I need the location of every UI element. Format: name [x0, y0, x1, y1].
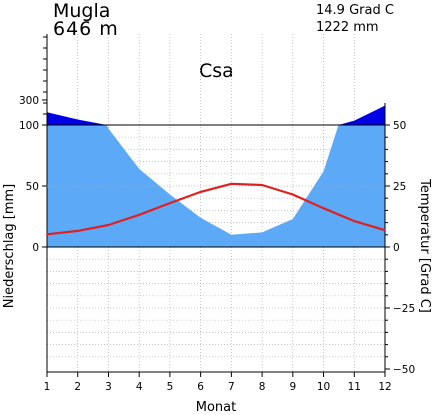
- x-axis-label: Monat: [196, 400, 236, 415]
- y-tick-label-right: 25: [393, 181, 406, 193]
- climate-classification: Csa: [199, 60, 234, 82]
- x-tick-label: 8: [259, 381, 266, 393]
- y-tick-label-left: 0: [32, 242, 39, 254]
- y-tick-label-right: −25: [393, 303, 415, 315]
- temperature-point: [230, 183, 233, 185]
- x-tick-label: 6: [197, 381, 204, 393]
- x-tick-label: 10: [317, 381, 330, 393]
- annual-precipitation: 1222 mm: [316, 20, 379, 35]
- y-tick-label-left: 100: [19, 120, 39, 132]
- y-tick-label-right: −50: [393, 364, 415, 376]
- x-tick-label: 9: [289, 381, 296, 393]
- x-tick-label: 12: [378, 381, 391, 393]
- temperature-point: [46, 233, 48, 236]
- x-tick-label: 7: [228, 381, 235, 393]
- temperature-point: [292, 193, 294, 196]
- x-tick-label: 11: [348, 381, 361, 393]
- x-tick-label: 1: [44, 381, 51, 393]
- y-tick-label-right: 0: [393, 242, 400, 254]
- y-axis-label-right: Temperatur [Grad C]: [417, 178, 432, 313]
- y-axis-label-left: Niederschlag [mm]: [2, 184, 17, 309]
- precipitation-overflow-area: [338, 105, 385, 125]
- x-tick-label: 3: [105, 381, 112, 393]
- precipitation-overflow-area: [47, 112, 107, 125]
- temperature-point: [107, 224, 110, 226]
- axis-labels: Monat Niederschlag [mm] Temperatur [Grad…: [2, 178, 432, 415]
- temperature-point: [76, 230, 79, 232]
- y-tick-label-left: 300: [19, 95, 39, 107]
- temperature-line-layer: [46, 182, 386, 236]
- station-name: Mugla: [53, 0, 111, 22]
- temperature-point: [384, 229, 386, 231]
- mean-temperature: 14.9 Grad C: [316, 3, 394, 18]
- x-tick-label: 5: [167, 381, 174, 393]
- y-tick-label-right: 50: [393, 120, 406, 132]
- y-tick-label-left: 50: [26, 181, 39, 193]
- temperature-point: [169, 202, 171, 204]
- temperature-point: [138, 213, 140, 216]
- temperature-point: [322, 207, 325, 210]
- x-tick-label: 4: [136, 381, 143, 393]
- station-elevation: 646 m: [53, 18, 119, 40]
- temperature-point: [261, 184, 263, 186]
- temperature-point: [199, 191, 202, 193]
- temperature-point: [353, 220, 356, 222]
- precipitation-area-layer: [47, 105, 385, 247]
- temperature-line: [46, 182, 386, 236]
- x-tick-label: 2: [74, 381, 81, 393]
